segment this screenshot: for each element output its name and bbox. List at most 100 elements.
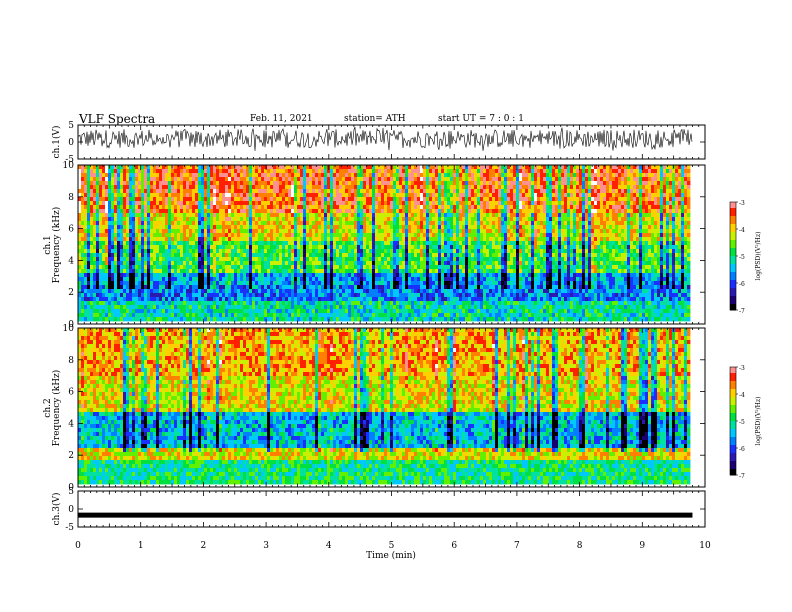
spectrogram-cell (378, 213, 381, 217)
spectrogram-cell (255, 225, 258, 229)
spectrogram-cell (543, 225, 546, 229)
spectrogram-cell (465, 237, 468, 241)
spectrogram-cell (642, 253, 645, 257)
spectrogram-cell (498, 185, 501, 189)
spectrogram-cell (303, 205, 306, 209)
spectrogram-cell (618, 165, 621, 169)
spectrogram-cell (375, 169, 378, 173)
spectrogram-cell (201, 209, 204, 213)
spectrogram-cell (228, 249, 231, 253)
spectrogram-cell (333, 217, 336, 221)
spectrogram-cell (210, 249, 213, 253)
spectrogram-cell (234, 185, 237, 189)
spectrogram-cell (339, 165, 342, 169)
spectrogram-cell (492, 205, 495, 209)
spectrogram-cell (147, 209, 150, 213)
spectrogram-cell (237, 209, 240, 213)
spectrogram-cell (687, 205, 690, 209)
spectrogram-cell (324, 253, 327, 257)
spectrogram-cell (279, 253, 282, 257)
spectrogram-cell (666, 189, 669, 193)
spectrogram-cell (501, 245, 504, 249)
spectrogram-cell (126, 209, 129, 213)
spectrogram-cell (216, 229, 219, 233)
spectrogram-cell (402, 193, 405, 197)
spectrogram-cell (153, 173, 156, 177)
spectrogram-cell (390, 221, 393, 225)
spectrogram-cell (156, 225, 159, 229)
spectrogram-cell (129, 249, 132, 253)
spectrogram-cell (648, 221, 651, 225)
spectrogram-cell (294, 237, 297, 241)
spectrogram-cell (114, 193, 117, 197)
spectrogram-cell (438, 209, 441, 213)
spectrogram-cell (558, 229, 561, 233)
spectrogram-cell (639, 253, 642, 257)
spectrogram-cell (216, 221, 219, 225)
spectrogram-cell (441, 217, 444, 221)
spectrogram-cell (183, 173, 186, 177)
spectrogram-cell (396, 209, 399, 213)
spectrogram-cell (426, 221, 429, 225)
spectrogram-cell (252, 193, 255, 197)
spectrogram-cell (240, 173, 243, 177)
spectrogram-cell (603, 233, 606, 237)
spectrogram-cell (219, 201, 222, 205)
spectrogram-cell (606, 253, 609, 257)
spectrogram-cell (573, 233, 576, 237)
spectrogram-cell (435, 173, 438, 177)
spectrogram-cell (636, 201, 639, 205)
spectrogram-cell (354, 205, 357, 209)
spectrogram-cell (354, 185, 357, 189)
spectrogram-cell (390, 217, 393, 221)
spectrogram-cell (282, 237, 285, 241)
spectrogram-cell (177, 229, 180, 233)
spectrogram-cell (117, 213, 120, 217)
spectrogram-cell (147, 257, 150, 261)
spectrogram-cell (630, 185, 633, 189)
spectrogram-cell (129, 169, 132, 173)
spectrogram-cell (177, 213, 180, 217)
spectrogram-cell (162, 253, 165, 257)
spectrogram-cell (477, 181, 480, 185)
spectrogram-cell (267, 233, 270, 237)
spectrogram-cell (438, 193, 441, 197)
spectrogram-cell (285, 229, 288, 233)
spectrogram-cell (684, 241, 687, 245)
spectrogram-cell (396, 221, 399, 225)
spectrogram-cell (621, 233, 624, 237)
spectrogram-cell (150, 253, 153, 257)
spectrogram-cell (285, 253, 288, 257)
spectrogram-cell (597, 173, 600, 177)
spectrogram-cell (570, 173, 573, 177)
spectrogram-cell (318, 193, 321, 197)
spectrogram-cell (366, 177, 369, 181)
spectrogram-cell (615, 233, 618, 237)
spectrogram-cell (492, 213, 495, 217)
spectrogram-cell (102, 173, 105, 177)
spectrogram-cell (432, 225, 435, 229)
spectrogram-cell (111, 173, 114, 177)
spectrogram-cell (333, 197, 336, 201)
spectrogram-cell (504, 225, 507, 229)
spectrogram-cell (168, 185, 171, 189)
spectrogram-cell (123, 229, 126, 233)
spectrogram-cell (237, 189, 240, 193)
spectrogram-cell (675, 201, 678, 205)
spectrogram-cell (432, 229, 435, 233)
spectrogram-cell (498, 217, 501, 221)
spectrogram-cell (675, 209, 678, 213)
spectrogram-cell (399, 213, 402, 217)
spectrogram-cell (483, 209, 486, 213)
spectrogram-cell (534, 181, 537, 185)
spectrogram-cell (564, 253, 567, 257)
spectrogram-cell (471, 177, 474, 181)
spectrogram-cell (258, 205, 261, 209)
spectrogram-cell (222, 221, 225, 225)
spectrogram-cell (204, 229, 207, 233)
spectrogram-cell (132, 221, 135, 225)
spectrogram-cell (84, 241, 87, 245)
spectrogram-cell (591, 253, 594, 257)
spectrogram-cell (402, 225, 405, 229)
spectrogram-cell (546, 209, 549, 213)
